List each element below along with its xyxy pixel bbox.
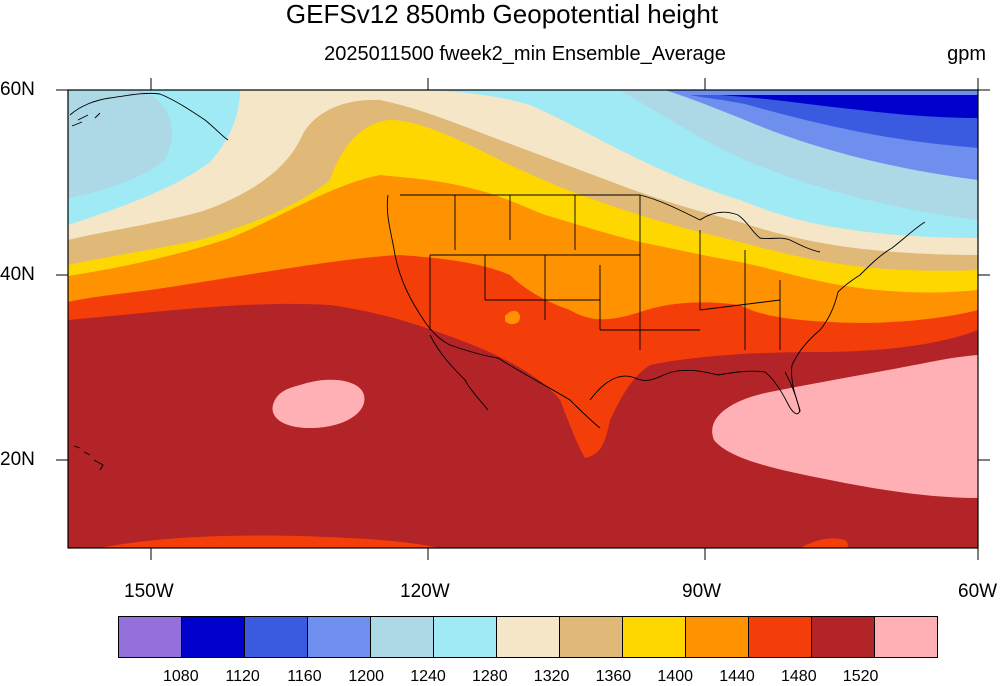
- colorbar-label: 1440: [719, 668, 755, 685]
- colorbar-swatch: [181, 616, 245, 658]
- colorbar-label: 1480: [781, 668, 817, 685]
- florida: [784, 371, 801, 413]
- colorbar-label: 1360: [595, 668, 632, 685]
- lat-label-20n: 20N: [0, 449, 35, 470]
- figure-title: GEFSv12 850mb Geopotential height: [285, 0, 719, 29]
- us-west-coast: [386, 194, 499, 359]
- great-lakes: [699, 211, 821, 253]
- bc-coast: [159, 93, 229, 141]
- colorbar-label: 1080: [163, 668, 199, 685]
- colorbar-swatch: [811, 616, 875, 658]
- colorbar-label: 1160: [287, 668, 322, 685]
- colorbar-swatch: [685, 616, 749, 658]
- band-1240: [68, 90, 172, 198]
- state-lines: [429, 195, 781, 350]
- figure-subtitle: 2025011500 fweek2_min Ensemble_Average: [324, 43, 726, 65]
- colorbar: [118, 616, 938, 658]
- axis-ticks: [56, 78, 990, 560]
- band-1480-south: [100, 535, 440, 548]
- lon-label-150w: 150W: [124, 581, 174, 602]
- lat-label-40n: 40N: [0, 264, 35, 285]
- colorbar-swatch: [433, 616, 497, 658]
- colorbar-swatch: [559, 616, 623, 658]
- colorbar-swatch: [370, 616, 434, 658]
- contour-field: [68, 90, 978, 548]
- colorbar-swatch: [748, 616, 812, 658]
- alaska-islands: [71, 112, 101, 127]
- colorbar-swatch: [307, 616, 371, 658]
- alaska-coast: [69, 92, 161, 116]
- colorbar-swatch: [622, 616, 686, 658]
- atlantic-coast: [791, 221, 926, 366]
- colorbar-label: 1520: [842, 668, 879, 685]
- units-label: gpm: [947, 43, 986, 65]
- band-1440-spot: [505, 310, 520, 325]
- lon-label-60w: 60W: [958, 581, 998, 602]
- band-1480-se: [800, 538, 849, 548]
- coastlines-and-borders: [69, 92, 926, 471]
- colorbar-swatch: [496, 616, 560, 658]
- colorbar-label: 1400: [657, 668, 693, 685]
- colorbar-swatch: [874, 616, 938, 658]
- map-frame: [67, 89, 979, 549]
- band-1520-east-low: [712, 355, 978, 498]
- colorbar-swatch: [244, 616, 308, 658]
- colorbar-label: 1240: [410, 668, 446, 685]
- colorbar-label: 1320: [533, 668, 570, 685]
- colorbar-swatch: [118, 616, 182, 658]
- band-1520-pac-low: [272, 379, 365, 428]
- baja-and-mexico-west: [429, 334, 489, 411]
- gulf-coast: [589, 364, 801, 415]
- mexico-coast: [497, 357, 601, 429]
- hawaii-islands: [73, 445, 104, 471]
- lat-label-60n: 60N: [0, 79, 35, 100]
- colorbar-label: 1280: [472, 668, 508, 685]
- colorbar-label: 1200: [348, 668, 384, 685]
- colorbar-label: 1120: [225, 668, 260, 685]
- band-1120: [720, 95, 978, 118]
- lon-label-90w: 90W: [682, 581, 722, 602]
- lon-label-120w: 120W: [400, 581, 450, 602]
